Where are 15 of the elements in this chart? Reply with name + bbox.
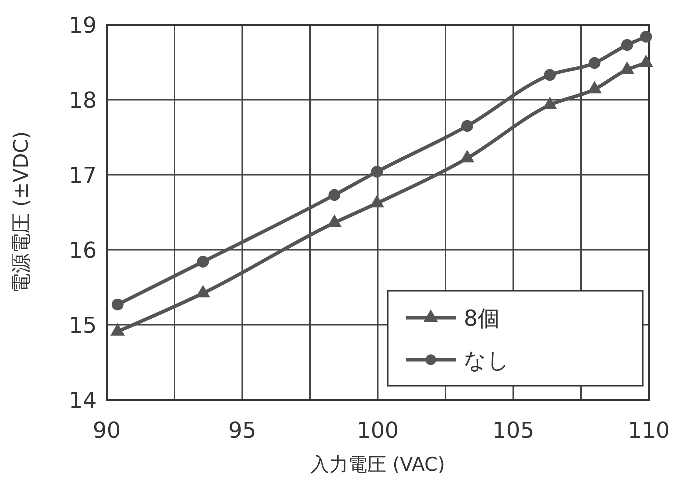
- x-tick-label: 105: [492, 419, 534, 444]
- x-tick-label: 95: [228, 419, 256, 444]
- y-tick-label: 17: [69, 164, 97, 189]
- y-tick-label: 15: [69, 314, 97, 339]
- x-tick-label: 100: [357, 419, 399, 444]
- x-tick-label: 110: [628, 419, 670, 444]
- x-axis-title: 入力電圧 (VAC): [310, 454, 446, 476]
- legend-label: なし: [464, 349, 510, 374]
- x-tick-label: 90: [93, 419, 121, 444]
- y-axis-title: 電源電圧 (±VDC): [9, 132, 33, 294]
- legend-label: 8個: [464, 307, 500, 332]
- y-tick-label: 19: [69, 14, 97, 39]
- y-tick-label: 18: [69, 89, 97, 114]
- y-tick-label: 14: [69, 389, 97, 414]
- y-tick-label: 16: [69, 239, 97, 264]
